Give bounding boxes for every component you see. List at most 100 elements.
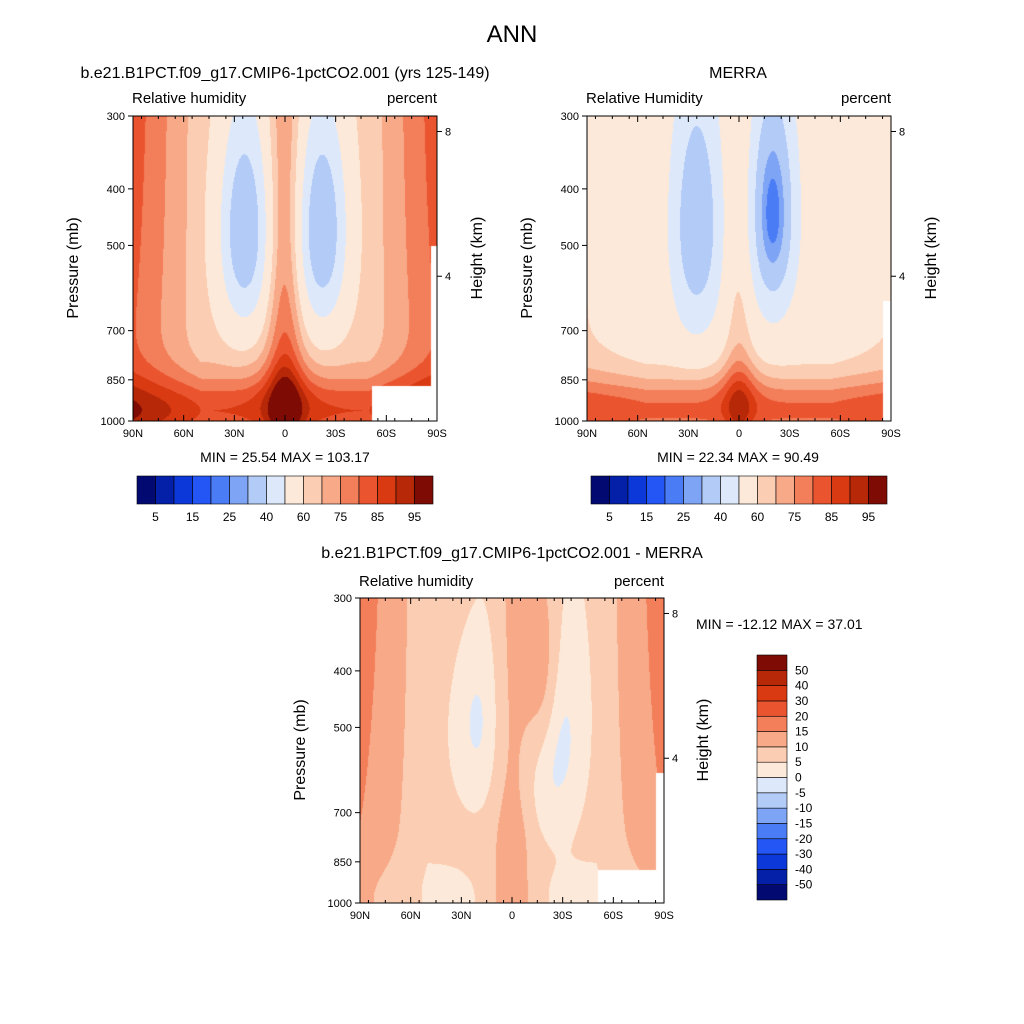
- y-tick-label: 700: [107, 326, 125, 338]
- colorbar-swatch: [757, 475, 777, 505]
- panel-diff-field: [360, 598, 664, 903]
- colorbar-swatch: [775, 475, 795, 505]
- colorbar-swatch: [395, 475, 415, 505]
- colorbar-swatch: [266, 475, 286, 505]
- colorbar-swatch: [756, 685, 788, 702]
- colorbar-swatch: [590, 475, 610, 505]
- colorbar-swatch: [756, 715, 788, 732]
- colorbar-label: -30: [795, 847, 813, 861]
- panel-obs-right-label: percent: [841, 90, 892, 107]
- y-tick-label: 1000: [328, 898, 352, 910]
- colorbar-label: -10: [795, 801, 813, 815]
- panel-obs-colorbar: 5 15 25 40 60 75 85 95: [590, 475, 888, 524]
- colorbar-label: 5: [152, 510, 159, 524]
- colorbar-label: 25: [223, 510, 237, 524]
- colorbar-swatch: [831, 475, 851, 505]
- x-tick-label: 90S: [427, 428, 447, 440]
- colorbar-label: -15: [795, 816, 813, 830]
- colorbar-swatch: [756, 777, 788, 794]
- x-tick-label: 0: [736, 428, 742, 440]
- colorbar-swatch: [340, 475, 360, 505]
- x-tick-label: 0: [509, 910, 515, 922]
- x-tick-label: 60N: [174, 428, 194, 440]
- panel-model-ylabel-right: Height (km): [469, 217, 486, 300]
- colorbar-swatch: [646, 475, 666, 505]
- panel-model-left-label: Relative humidity: [132, 90, 247, 107]
- colorbar-swatch: [192, 475, 212, 505]
- colorbar-swatch: [756, 853, 788, 870]
- y-tick-label: 400: [107, 184, 125, 196]
- colorbar-label: -20: [795, 832, 813, 846]
- panel-diff-title: b.e21.B1PCT.f09_g17.CMIP6-1pctCO2.001 - …: [321, 545, 703, 562]
- y-tick-label: 300: [561, 111, 579, 123]
- colorbar-swatch: [868, 475, 888, 505]
- colorbar-swatch: [794, 475, 814, 505]
- colorbar-swatch: [701, 475, 721, 505]
- colorbar-swatch: [414, 475, 434, 505]
- colorbar-swatch: [609, 475, 629, 505]
- panel-obs-ylabel: Pressure (mb): [519, 217, 536, 318]
- colorbar-swatch: [756, 884, 788, 901]
- y-tick-label: 400: [334, 666, 352, 678]
- colorbar-swatch: [321, 475, 341, 505]
- colorbar-swatch: [136, 475, 156, 505]
- colorbar-label: 60: [751, 510, 765, 524]
- height-tick-label: 8: [899, 126, 905, 138]
- colorbar-label: -50: [795, 878, 813, 892]
- colorbar-swatch: [756, 746, 788, 763]
- panel-model: b.e21.B1PCT.f09_g17.CMIP6-1pctCO2.001 (y…: [65, 65, 490, 524]
- colorbar-swatch: [358, 475, 378, 505]
- height-tick-label: 4: [672, 753, 678, 765]
- colorbar-swatch: [664, 475, 684, 505]
- panel-diff: b.e21.B1PCT.f09_g17.CMIP6-1pctCO2.001 - …: [292, 545, 863, 922]
- x-tick-label: 30N: [224, 428, 244, 440]
- colorbar-swatch: [155, 475, 175, 505]
- panel-model-stats: MIN = 25.54 MAX = 103.17: [200, 449, 370, 465]
- y-tick-label: 850: [107, 375, 125, 387]
- height-tick-label: 8: [672, 608, 678, 620]
- colorbar-label: 15: [186, 510, 200, 524]
- y-tick-label: 850: [561, 375, 579, 387]
- x-tick-label: 90S: [654, 910, 674, 922]
- panel-model-field: [133, 116, 437, 421]
- x-tick-label: 30S: [780, 428, 800, 440]
- x-tick-label: 30S: [553, 910, 573, 922]
- x-tick-label: 30N: [451, 910, 471, 922]
- colorbar-swatch: [173, 475, 193, 505]
- panel-diff-ylabel-right: Height (km): [695, 699, 712, 782]
- height-tick-label: 4: [899, 271, 905, 283]
- colorbar-label: 40: [714, 510, 728, 524]
- panel-diff-left-label: Relative humidity: [359, 573, 474, 590]
- y-tick-label: 1000: [101, 416, 125, 428]
- colorbar-label: 25: [677, 510, 691, 524]
- colorbar-swatch: [720, 475, 740, 505]
- y-tick-label: 400: [561, 184, 579, 196]
- x-tick-label: 60N: [628, 428, 648, 440]
- colorbar-swatch: [756, 823, 788, 840]
- y-tick-label: 850: [334, 857, 352, 869]
- x-tick-label: 60S: [831, 428, 851, 440]
- colorbar-label: 60: [297, 510, 311, 524]
- colorbar-label: 85: [825, 510, 839, 524]
- colorbar-swatch: [849, 475, 869, 505]
- colorbar-swatch: [247, 475, 267, 505]
- y-tick-label: 500: [561, 240, 579, 252]
- y-tick-label: 700: [561, 326, 579, 338]
- colorbar-label: 85: [371, 510, 385, 524]
- colorbar-swatch: [756, 869, 788, 885]
- panel-obs-field: [587, 116, 891, 421]
- x-tick-label: 60S: [604, 910, 624, 922]
- y-tick-label: 500: [334, 722, 352, 734]
- colorbar-swatch: [627, 475, 647, 505]
- colorbar-swatch: [812, 475, 832, 505]
- y-tick-label: 700: [334, 808, 352, 820]
- figure-title: ANN: [487, 21, 538, 48]
- x-tick-label: 30N: [678, 428, 698, 440]
- panel-obs-stats: MIN = 22.34 MAX = 90.49: [657, 449, 819, 465]
- field-image: [360, 598, 664, 903]
- x-tick-label: 90N: [350, 910, 370, 922]
- colorbar-swatch: [756, 761, 788, 778]
- panel-obs-axes: 90N 60N 30N 0 30S 60S 90S 300 400 500 700 850 1000 8 4: [555, 111, 906, 440]
